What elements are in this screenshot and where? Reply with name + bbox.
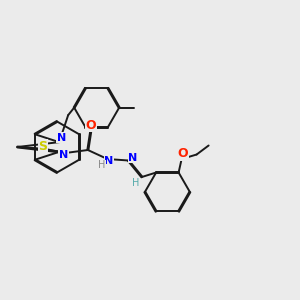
Text: H: H <box>132 178 139 188</box>
Text: O: O <box>85 118 96 132</box>
Text: N: N <box>59 150 68 160</box>
Text: N: N <box>57 133 66 142</box>
Text: N: N <box>104 155 113 166</box>
Text: O: O <box>178 147 188 160</box>
Text: H: H <box>98 160 106 170</box>
Text: N: N <box>128 152 137 163</box>
Text: S: S <box>38 140 47 153</box>
